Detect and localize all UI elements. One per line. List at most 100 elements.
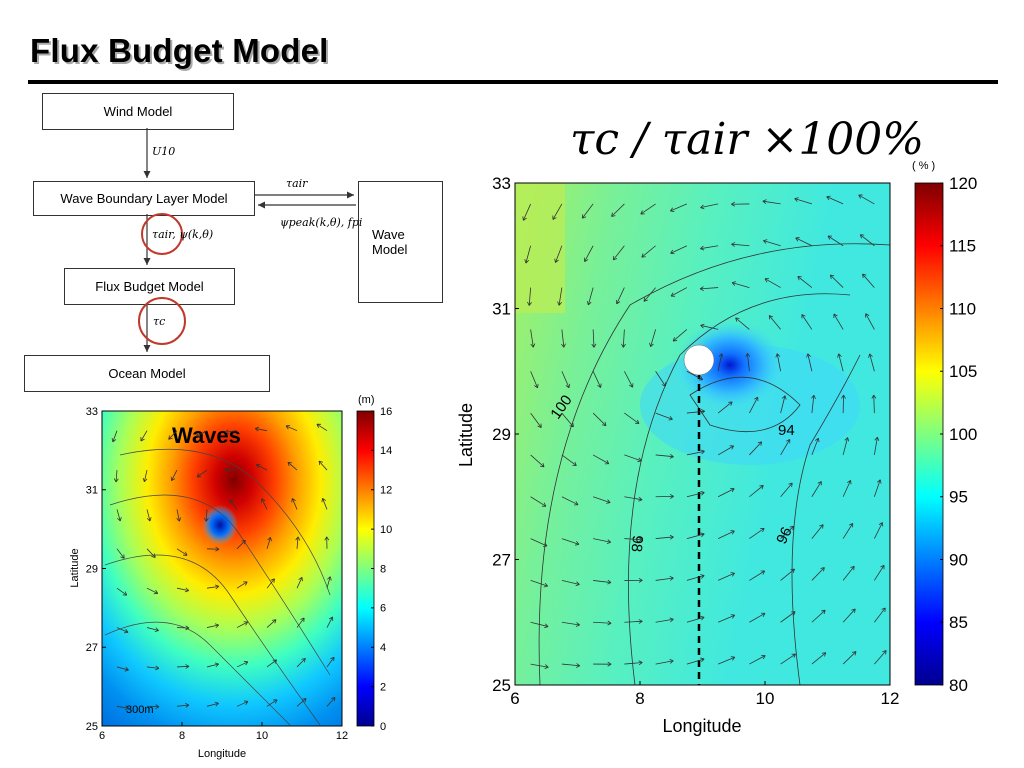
vector-arrow: [296, 658, 306, 668]
vector-arrowhead: [637, 457, 642, 463]
vector-arrow: [206, 663, 219, 668]
vector-arrow: [611, 203, 625, 217]
vector-arrow: [146, 509, 151, 522]
ratio-x-tick-label: 10: [756, 689, 775, 708]
ratio-xlabel: Longitude: [662, 716, 741, 736]
vector-arrowhead: [215, 546, 220, 552]
waves-y-tick-label: 31: [86, 485, 98, 497]
vector-arrowhead: [612, 255, 618, 261]
vector-arrow: [593, 580, 612, 583]
waves-x-tick-label: 12: [336, 730, 348, 742]
vector-arrow: [749, 528, 765, 539]
vector-arrowhead: [256, 463, 261, 469]
vector-arrowhead: [530, 343, 536, 348]
vector-arrowhead: [878, 522, 884, 527]
vector-arrow: [686, 616, 705, 623]
vector-arrow: [717, 353, 723, 372]
vector-arrow: [672, 329, 688, 342]
vector-arrow: [116, 666, 129, 671]
vector-arrow: [146, 627, 159, 631]
vector-arrowhead: [224, 429, 229, 435]
vector-arrowhead: [794, 197, 799, 202]
vector-arrow: [811, 567, 825, 581]
vector-arrowhead: [852, 651, 857, 656]
vector-arrow: [624, 496, 643, 501]
vector-arrowhead: [542, 542, 548, 547]
flux-budget-box: Flux Budget Model: [64, 268, 235, 305]
ratio-ylabel: Latitude: [456, 403, 476, 467]
vector-arrow: [700, 324, 719, 330]
vector-arrow: [205, 509, 208, 522]
waves-cbar-tick-label: 16: [380, 406, 392, 418]
waves-y-tick-label: 25: [86, 721, 98, 733]
ratio-plot-area: 100 94 98 96: [514, 182, 891, 686]
vector-arrow: [116, 705, 129, 709]
vector-arrowhead: [330, 656, 335, 662]
vector-arrowhead: [669, 617, 674, 623]
vector-arrowhead: [301, 657, 306, 663]
ocean-model-box: Ocean Model: [24, 355, 270, 392]
vector-arrowhead: [607, 620, 612, 626]
waves-cbar-tick-label: 6: [380, 603, 386, 615]
vector-arrow: [842, 651, 857, 665]
vector-arrow: [528, 287, 532, 306]
vector-arrowhead: [640, 210, 645, 215]
vector-arrowhead: [272, 659, 278, 664]
ratio-cbar-tick-label: 85: [949, 613, 968, 632]
vector-arrow: [873, 437, 878, 455]
vector-arrow: [797, 276, 813, 288]
vector-arrow: [326, 656, 335, 668]
vector-arrow: [700, 245, 719, 250]
vector-arrow: [795, 237, 813, 247]
vector-arrowhead: [795, 237, 800, 242]
vector-arrow: [807, 353, 813, 372]
vector-arrowhead: [760, 570, 766, 575]
vector-arrowhead: [537, 423, 542, 428]
vector-arrowhead: [540, 462, 545, 468]
vector-arrowhead: [607, 661, 612, 667]
tau-c-label: τc: [153, 315, 166, 328]
vector-arrowhead: [591, 343, 597, 348]
vector-arrowhead: [700, 657, 705, 663]
vector-arrowhead: [811, 394, 816, 399]
vector-arrow: [874, 522, 883, 539]
vector-arrow: [116, 548, 125, 559]
vector-arrowhead: [791, 611, 796, 616]
contour-label-94: 94: [778, 422, 795, 439]
vector-arrowhead: [316, 423, 321, 428]
vector-arrow: [749, 570, 765, 581]
vector-arrow: [116, 587, 127, 596]
vector-arrow: [558, 287, 563, 306]
vector-arrow: [780, 482, 793, 498]
vector-arrowhead: [775, 353, 781, 358]
vector-arrowhead: [155, 665, 160, 671]
vector-arrow: [522, 203, 531, 221]
vector-arrow: [530, 663, 549, 668]
ratio-cbar-tick-label: 100: [949, 425, 977, 444]
vector-arrow: [780, 653, 796, 665]
vector-arrow: [865, 313, 875, 330]
vector-arrow: [592, 496, 611, 503]
vector-arrowhead: [760, 527, 765, 533]
vector-arrow: [670, 287, 688, 297]
waves-cbar-tick-label: 2: [380, 681, 386, 693]
vector-arrowhead: [574, 501, 579, 506]
vector-arrow: [561, 496, 579, 506]
vector-arrow: [530, 496, 547, 507]
waves-annotation: 300m: [126, 704, 154, 716]
vector-arrow: [717, 656, 735, 665]
waves-cbar-tick-label: 12: [380, 485, 392, 497]
vector-arrow: [256, 464, 268, 471]
vector-arrow: [316, 423, 328, 432]
vector-arrow: [764, 278, 781, 288]
vector-arrow: [686, 658, 705, 665]
vector-arrow: [811, 437, 819, 456]
waves-cbar-tick-label: 0: [380, 721, 386, 733]
vector-arrowhead: [151, 553, 156, 558]
vector-arrow: [530, 329, 534, 348]
vector-arrow: [561, 621, 580, 626]
vector-arrowhead: [153, 589, 159, 595]
vector-arrowhead: [224, 467, 229, 473]
flux-budget-label: Flux Budget Model: [95, 279, 204, 294]
vector-arrowhead: [113, 478, 119, 483]
